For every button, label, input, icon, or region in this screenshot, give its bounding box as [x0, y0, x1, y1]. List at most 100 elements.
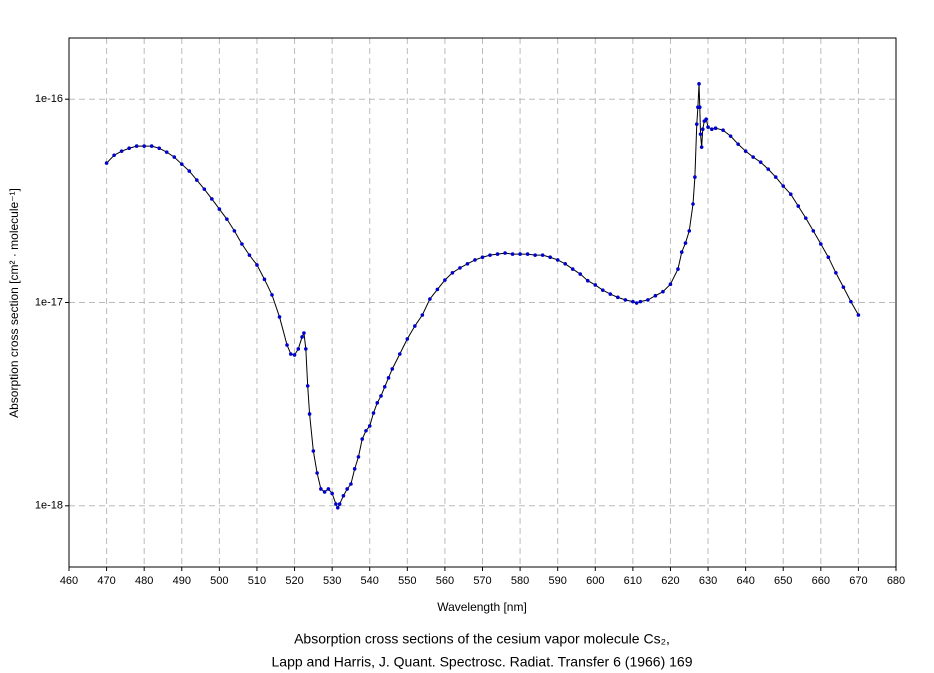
data-point: [796, 204, 801, 208]
data-point: [668, 282, 673, 287]
data-point: [563, 262, 567, 266]
data-point: [473, 258, 477, 262]
data-point: [285, 343, 289, 347]
x-axis-label: Wavelength [nm]: [437, 600, 527, 614]
data-point: [540, 253, 545, 257]
data-point: [334, 502, 338, 506]
data-point: [292, 353, 297, 357]
data-point: [570, 267, 575, 271]
x-tick-label: 560: [436, 575, 454, 587]
data-point: [379, 394, 383, 398]
data-point: [653, 293, 658, 298]
data-point: [480, 255, 485, 260]
data-point: [634, 301, 639, 305]
data-point: [435, 287, 440, 292]
data-point: [405, 337, 410, 341]
data-point: [721, 128, 725, 132]
data-point: [288, 352, 293, 356]
x-tick-label: 570: [473, 575, 491, 587]
data-point: [255, 263, 259, 267]
caption: Absorption cross sections of the cesium …: [294, 631, 670, 647]
data-point: [781, 184, 786, 188]
data-point: [428, 297, 432, 301]
data-point: [593, 283, 598, 287]
plot-frame: [68, 37, 897, 568]
data-point: [304, 347, 308, 351]
data-point: [488, 253, 492, 257]
data-point: [691, 202, 695, 206]
x-tick-label: 650: [774, 575, 792, 587]
data-point: [841, 285, 846, 289]
x-tick-label: 670: [849, 575, 867, 587]
data-point: [149, 144, 154, 148]
data-point: [356, 455, 361, 459]
data-point: [533, 253, 537, 257]
y-tick-label: 1e-17: [35, 296, 63, 308]
data-point: [172, 155, 177, 159]
y-axis-label: Absorption cross section [cm² · molecule…: [7, 188, 21, 418]
data-point: [390, 367, 395, 371]
data-point: [337, 502, 342, 506]
data-point: [766, 167, 770, 171]
data-point: [811, 229, 816, 233]
data-point: [352, 467, 357, 471]
data-point: [826, 255, 831, 260]
x-tick-label: 470: [97, 575, 115, 587]
data-point: [819, 242, 823, 246]
data-point: [195, 178, 199, 182]
data-point: [728, 134, 733, 138]
data-point: [187, 169, 192, 173]
data-point: [240, 242, 244, 246]
data-point: [803, 216, 808, 220]
data-point: [104, 161, 109, 165]
data-point: [495, 252, 500, 256]
data-point: [700, 127, 705, 131]
data-point: [458, 266, 462, 270]
data-point: [164, 150, 169, 154]
x-tick-label: 620: [661, 575, 679, 587]
data-point: [330, 491, 334, 496]
data-point: [319, 487, 323, 491]
data-point: [834, 270, 838, 275]
data-point: [360, 437, 365, 441]
x-tick-label: 640: [736, 575, 754, 587]
data-point: [450, 270, 455, 275]
data-point: [315, 471, 319, 475]
data-point: [277, 315, 282, 319]
data-point: [687, 229, 692, 233]
data-point: [743, 149, 748, 153]
data-point: [270, 293, 274, 297]
data-point: [856, 313, 861, 317]
data-point: [157, 146, 162, 151]
data-point: [698, 132, 703, 136]
data-point: [375, 401, 380, 405]
data-point: [646, 298, 650, 302]
data-point: [773, 175, 778, 179]
data-point: [510, 252, 515, 256]
data-point: [555, 258, 560, 262]
data-point: [179, 162, 184, 166]
x-tick-label: 630: [699, 575, 717, 587]
data-point: [608, 292, 613, 296]
data-point: [849, 299, 853, 304]
x-tick-label: 600: [586, 575, 604, 587]
x-tick-label: 460: [60, 575, 78, 587]
data-point: [335, 505, 340, 510]
data-point: [420, 313, 425, 317]
x-tick-label: 480: [135, 575, 153, 587]
y-tick-label: 1e-16: [35, 93, 63, 105]
data-point: [661, 289, 665, 294]
data-point: [631, 299, 635, 304]
x-tick-label: 530: [323, 575, 341, 587]
data-point: [326, 487, 331, 491]
data-point: [302, 331, 306, 335]
data-point: [300, 335, 304, 339]
data-point: [710, 127, 714, 131]
data-point: [693, 175, 697, 179]
data-point: [322, 490, 327, 494]
data-point: [676, 267, 680, 271]
data-point: [225, 217, 229, 221]
data-point: [382, 384, 387, 389]
